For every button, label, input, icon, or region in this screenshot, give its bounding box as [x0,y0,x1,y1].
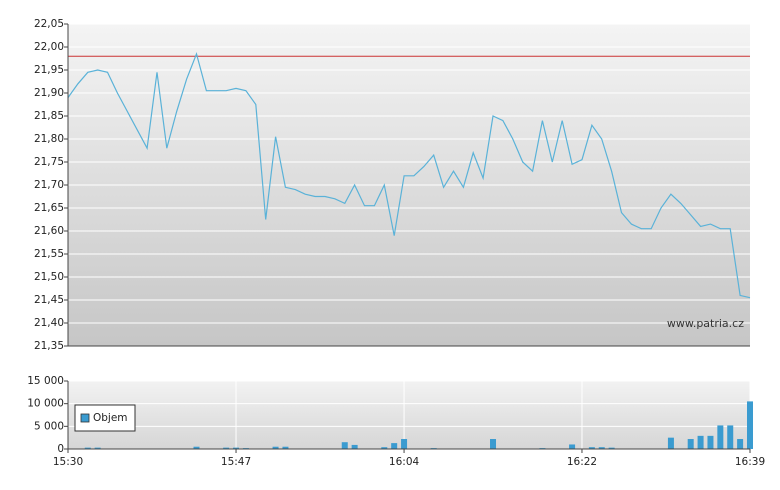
x-tick-label: 15:30 [53,456,83,468]
y-tick-label: 21,55 [34,248,64,260]
y-tick-label: 21,75 [34,156,64,168]
volume-bar [667,437,674,449]
volume-bar [381,447,388,449]
volume-bar [193,446,200,449]
y-tick-label: 21,80 [34,133,64,145]
watermark: www.patria.cz [667,317,744,330]
volume-panel [68,381,750,449]
y-tick-label: 15 000 [27,375,64,387]
volume-bar [687,439,694,449]
volume-bar [282,446,289,449]
y-tick-label: 21,35 [34,340,64,352]
y-tick-label: 21,85 [34,110,64,122]
volume-bar [608,447,615,449]
x-tick-label: 15:47 [221,456,251,468]
legend-swatch [80,413,90,423]
volume-bar [697,435,704,449]
y-tick-label: 0 [57,443,64,455]
legend-box [74,404,136,432]
volume-bar [717,425,724,449]
volume-bar [223,447,230,449]
volume-bar [341,442,348,449]
volume-bar [391,443,398,449]
y-tick-label: 21,40 [34,317,64,329]
volume-bar [727,425,734,449]
volume-bar [272,446,279,449]
y-tick-label: 21,45 [34,294,64,306]
volume-bar [588,447,595,449]
volume-bar [233,447,240,449]
y-tick-label: 21,95 [34,64,64,76]
legend-label: Objem [93,412,128,424]
price-line [67,51,751,299]
x-tick-label: 16:04 [389,456,420,468]
volume-bar [737,439,744,449]
y-tick-label: 21,70 [34,179,64,191]
volume-bar [598,447,605,449]
y-tick-label: 21,50 [34,271,64,283]
y-tick-label: 21,65 [34,202,64,214]
volume-bar [490,439,497,449]
volume-bar [94,447,101,449]
y-tick-label: 21,60 [34,225,64,237]
volume-bar [84,447,91,449]
volume-bar [747,401,753,449]
volume-bar [401,439,408,449]
x-tick-label: 16:22 [567,456,597,468]
y-tick-label: 21,90 [34,87,64,99]
y-tick-label: 22,00 [34,41,64,53]
volume-bar [707,435,714,449]
y-tick-label: 22,05 [34,18,64,30]
y-tick-label: 10 000 [27,398,64,410]
x-tick-label: 16:39 [735,456,765,468]
y-tick-label: 5 000 [34,420,64,432]
volume-bar [351,444,358,449]
volume-bar [569,444,576,449]
